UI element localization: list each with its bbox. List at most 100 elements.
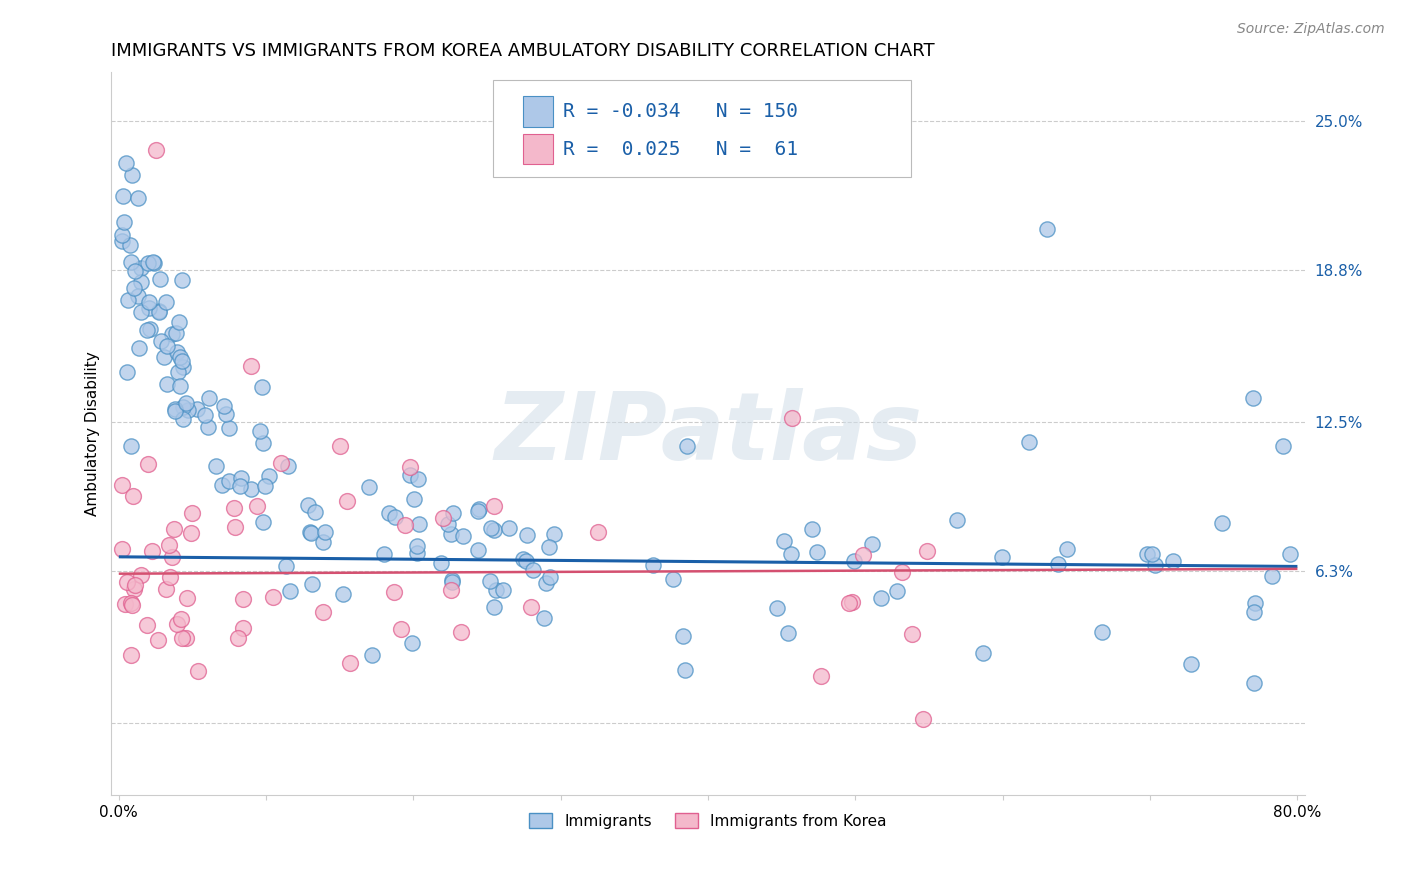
Point — [218, 421, 240, 435]
Text: IMMIGRANTS VS IMMIGRANTS FROM KOREA AMBULATORY DISABILITY CORRELATION CHART: IMMIGRANTS VS IMMIGRANTS FROM KOREA AMBU… — [111, 42, 935, 60]
Point — [1018, 435, 1040, 450]
Point — [533, 611, 555, 625]
Point — [170, 631, 193, 645]
Point — [115, 156, 138, 170]
Point — [197, 391, 219, 405]
Point — [441, 506, 464, 520]
Point — [270, 456, 292, 470]
Point — [232, 621, 254, 635]
Point — [361, 648, 384, 662]
Point — [586, 524, 609, 539]
Point — [838, 596, 860, 610]
Point — [111, 542, 134, 557]
Point — [148, 305, 170, 319]
Point — [915, 544, 938, 558]
Point — [886, 583, 908, 598]
Point — [169, 350, 191, 364]
Point — [253, 478, 276, 492]
Point — [162, 522, 184, 536]
Point — [298, 525, 321, 540]
Point — [515, 554, 537, 568]
Point — [1211, 516, 1233, 530]
Point — [218, 475, 240, 489]
Point — [512, 552, 534, 566]
Point — [522, 563, 544, 577]
Point — [141, 544, 163, 558]
Point — [382, 585, 405, 599]
Point — [165, 326, 187, 341]
Point — [142, 255, 165, 269]
Point — [120, 596, 142, 610]
Point — [176, 591, 198, 605]
Point — [643, 558, 665, 572]
Point — [304, 505, 326, 519]
Point — [252, 436, 274, 450]
Point — [122, 489, 145, 503]
Point — [776, 626, 799, 640]
Point — [516, 527, 538, 541]
Point — [537, 540, 560, 554]
Point — [226, 631, 249, 645]
Point — [1091, 625, 1114, 640]
Point — [194, 408, 217, 422]
Text: ZIPatlas: ZIPatlas — [494, 388, 922, 480]
Point — [468, 502, 491, 516]
Point — [167, 315, 190, 329]
Point — [862, 536, 884, 550]
Point — [492, 582, 515, 597]
Point — [138, 301, 160, 316]
Point — [450, 625, 472, 640]
Point — [122, 582, 145, 597]
Text: R = -0.034   N = 150: R = -0.034 N = 150 — [562, 102, 797, 121]
Point — [485, 582, 508, 597]
Point — [339, 657, 361, 671]
Point — [1036, 222, 1059, 236]
Point — [145, 143, 167, 157]
Point — [1241, 391, 1264, 405]
Point — [224, 501, 246, 516]
Point — [138, 294, 160, 309]
Point — [111, 234, 134, 248]
Point — [852, 548, 875, 562]
Point — [1243, 597, 1265, 611]
Point — [180, 506, 202, 520]
Point — [484, 600, 506, 615]
Point — [800, 522, 823, 536]
Point — [440, 573, 463, 587]
Point — [224, 520, 246, 534]
Text: Source: ZipAtlas.com: Source: ZipAtlas.com — [1237, 22, 1385, 37]
Point — [159, 570, 181, 584]
Point — [1144, 558, 1167, 573]
Point — [170, 612, 193, 626]
Point — [299, 526, 322, 541]
Point — [124, 577, 146, 591]
Point — [538, 570, 561, 584]
Point — [1161, 553, 1184, 567]
Point — [451, 529, 474, 543]
Point — [467, 504, 489, 518]
Point — [172, 273, 194, 287]
Point — [1180, 657, 1202, 672]
Point — [214, 399, 236, 413]
Point — [160, 549, 183, 564]
Point — [252, 379, 274, 393]
Point — [155, 294, 177, 309]
Point — [172, 401, 194, 415]
Point — [430, 556, 453, 570]
Point — [262, 590, 284, 604]
Point — [276, 558, 298, 573]
Point — [165, 404, 187, 418]
Point — [467, 542, 489, 557]
Point — [398, 467, 420, 482]
Point — [124, 264, 146, 278]
Point — [172, 353, 194, 368]
Point — [373, 547, 395, 561]
Point — [408, 516, 430, 531]
Point — [520, 600, 543, 615]
Point — [806, 544, 828, 558]
Point — [136, 618, 159, 632]
Point — [972, 646, 994, 660]
Point — [437, 517, 460, 532]
Point — [165, 402, 187, 417]
Point — [128, 341, 150, 355]
